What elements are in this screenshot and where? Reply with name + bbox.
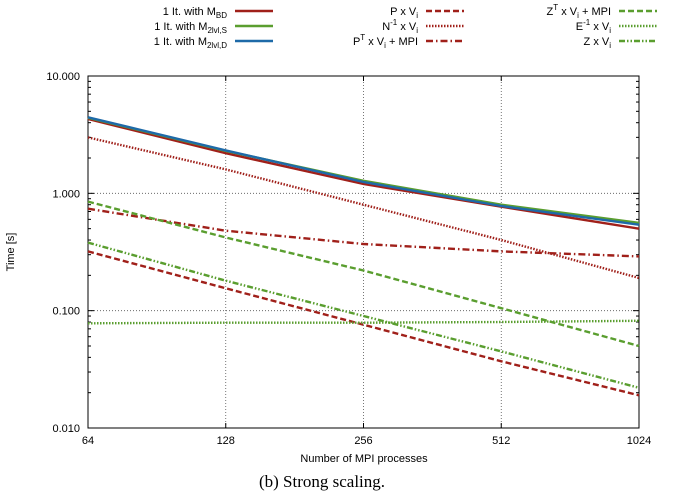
- legend-label: Z x Vi: [584, 36, 612, 50]
- y-tick-label: 0.010: [52, 423, 80, 435]
- series-line-7: [87, 319, 640, 325]
- series-line-0: [87, 117, 640, 230]
- legend-label: E-1 x Vi: [576, 18, 611, 35]
- y-axis-label: Time [s]: [5, 233, 17, 272]
- series-lines: [87, 116, 640, 397]
- legend-label: N-1 x Vi: [382, 18, 418, 35]
- y-tick-label: 1.000: [52, 188, 80, 200]
- x-tick-label: 256: [354, 435, 372, 447]
- series-line-3: [87, 250, 640, 397]
- legend-label: ZT x Vi + MPI: [547, 3, 611, 20]
- series-line-6: [87, 200, 640, 348]
- legend-label: 1 It. with M2lvl,S: [154, 21, 227, 35]
- x-tick-label: 512: [492, 435, 510, 447]
- x-tick-label: 64: [82, 435, 94, 447]
- grid-lines: [88, 76, 639, 428]
- x-axis-label: Number of MPI processes: [300, 453, 428, 465]
- series-line-2: [87, 116, 640, 226]
- axis-ticks: 64 128 256 512 1024 0.010 0.100 1.000 10.000: [46, 71, 651, 447]
- series-line-5: [87, 207, 640, 258]
- legend-label: 1 It. with MBD: [163, 6, 228, 20]
- series-line-4: [87, 136, 640, 280]
- x-tick-label: 128: [217, 435, 235, 447]
- legend-label: PT x Vi + MPI: [353, 33, 418, 50]
- y-tick-label: 10.000: [46, 71, 80, 83]
- y-tick-label: 0.100: [52, 306, 80, 318]
- legend-label: 1 It. with M2lvl,D: [154, 36, 227, 50]
- x-tick-label: 1024: [627, 435, 651, 447]
- figure-caption: (b) Strong scaling.: [259, 472, 385, 491]
- legend-label: P x Vi: [390, 6, 418, 20]
- plot-frame: [87, 75, 640, 429]
- series-line-8: [87, 241, 640, 389]
